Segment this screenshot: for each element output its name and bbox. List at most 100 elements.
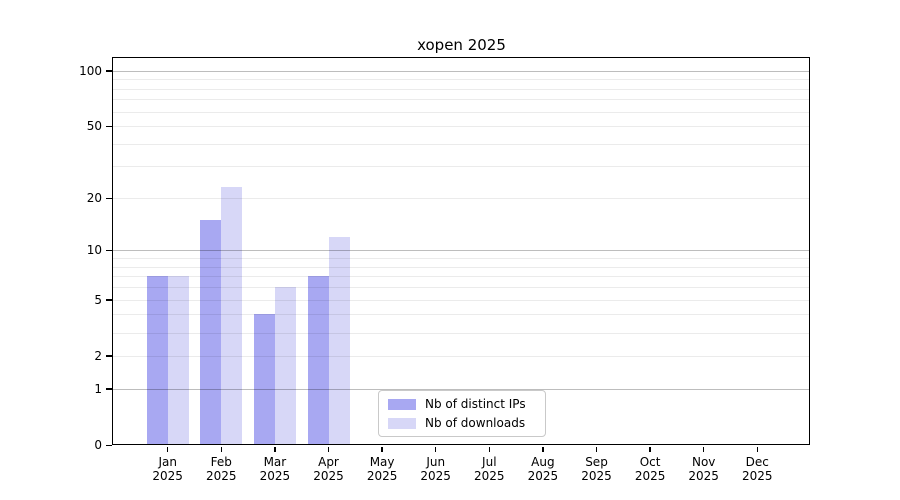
x-tick-year: 2025 [527,469,559,483]
gridline-9 [113,258,810,260]
legend-swatch-downloads [388,417,416,429]
x-tick-mark-jan [167,446,169,452]
gridline-1 [113,388,810,390]
legend-label-downloads: Nb of downloads [425,416,526,430]
gridline-80 [113,88,810,90]
x-tick-year: 2025 [634,469,666,483]
x-tick-month: Dec [745,455,769,469]
gridline-50 [113,126,810,128]
x-tick-mark-nov [703,446,705,452]
x-tick-year: 2025 [366,469,398,483]
y-tick-label-50: 50 [86,119,102,134]
gridline-70 [113,99,810,101]
x-tick-month: Feb [210,455,232,469]
gridline-8 [113,266,810,268]
legend: Nb of distinct IPs Nb of downloads [378,390,546,437]
x-tick-label-oct: Oct 2025 [620,455,680,483]
y-tick-mark-10 [106,249,112,252]
gridline-4 [113,314,810,316]
legend-label-distinct-ips: Nb of distinct IPs [425,397,526,411]
x-tick-year: 2025 [474,469,505,483]
x-tick-month: Jan [158,455,177,469]
x-tick-mark-jun [435,446,437,452]
y-tick-label-20: 20 [86,191,102,206]
x-tick-label-may: May 2025 [352,455,412,483]
gridline-2 [113,355,810,357]
x-tick-month: Mar [263,455,287,469]
y-tick-mark-2 [106,355,112,357]
x-tick-year: 2025 [420,469,451,483]
x-tick-mark-oct [649,446,651,452]
gridline-7 [113,276,810,278]
y-tick-mark-50 [106,125,112,127]
bar-feb-downloads [221,187,243,445]
x-tick-mark-mar [274,446,276,452]
x-tick-month: Nov [691,455,716,469]
x-tick-label-aug: Aug 2025 [513,455,573,483]
legend-swatch-distinct-ips [388,398,416,410]
y-tick-mark-0 [106,444,112,446]
x-tick-mark-sep [595,446,598,452]
x-tick-label-apr: Apr 2025 [299,455,359,483]
x-tick-month: Oct [639,455,661,469]
chart-title: xopen 2025 [417,36,506,54]
legend-item-downloads: Nb of downloads [388,417,536,429]
bar-mar-distinct-ips [253,314,275,445]
bar-apr-distinct-ips [307,276,329,445]
gridline-3 [113,332,810,334]
legend-item-distinct-ips: Nb of distinct IPs [388,398,536,410]
gridline-5 [113,299,810,301]
y-tick-mark-1 [106,388,112,390]
x-tick-year: 2025 [742,469,773,483]
x-tick-year: 2025 [688,469,719,483]
bar-mar-downloads [274,287,296,445]
gridline-30 [113,166,810,168]
x-tick-year: 2025 [259,469,291,483]
x-tick-mark-feb [220,446,222,452]
bar-jan-downloads [167,276,189,445]
gridline-40 [113,143,810,145]
x-tick-year: 2025 [206,469,237,483]
x-tick-label-mar: Mar 2025 [245,455,305,483]
x-tick-label-jan: Jan 2025 [138,455,198,483]
gridline-6 [113,287,810,289]
x-tick-month: Jun [426,455,446,469]
x-tick-mark-aug [542,446,544,452]
x-tick-month: Aug [531,455,555,469]
x-tick-mark-may [381,446,383,452]
x-tick-mark-jul [488,446,490,452]
x-tick-label-jul: Jul 2025 [459,455,519,483]
gridline-90 [113,79,810,81]
y-tick-mark-100 [106,70,112,72]
x-tick-mark-apr [327,446,330,452]
x-tick-mark-dec [756,446,758,452]
plot-area [113,58,810,445]
x-tick-label-dec: Dec 2025 [727,455,787,483]
gridline-60 [113,111,810,113]
x-tick-month: Jul [482,455,497,469]
bar-jan-distinct-ips [146,276,168,445]
y-tick-mark-5 [106,299,112,301]
y-tick-mark-20 [106,197,112,199]
bar-feb-distinct-ips [200,220,222,445]
y-tick-label-5: 5 [94,292,102,307]
gridline-100 [113,70,810,72]
y-tick-label-2: 2 [94,348,102,363]
x-tick-month: Apr [318,455,339,469]
gridline-10 [113,250,810,252]
x-tick-month: May [369,455,395,469]
x-tick-month: Sep [585,455,608,469]
x-tick-year: 2025 [152,469,183,483]
y-tick-label-10: 10 [86,243,102,258]
x-tick-label-sep: Sep 2025 [567,455,627,483]
x-tick-label-feb: Feb 2025 [191,455,251,483]
x-tick-label-nov: Nov 2025 [674,455,734,483]
bar-apr-downloads [328,236,350,445]
y-tick-label-1: 1 [94,381,102,396]
gridline-20 [113,198,810,200]
x-tick-label-jun: Jun 2025 [406,455,466,483]
x-tick-year: 2025 [581,469,612,483]
x-tick-year: 2025 [313,469,344,483]
y-tick-label-0: 0 [94,438,102,452]
